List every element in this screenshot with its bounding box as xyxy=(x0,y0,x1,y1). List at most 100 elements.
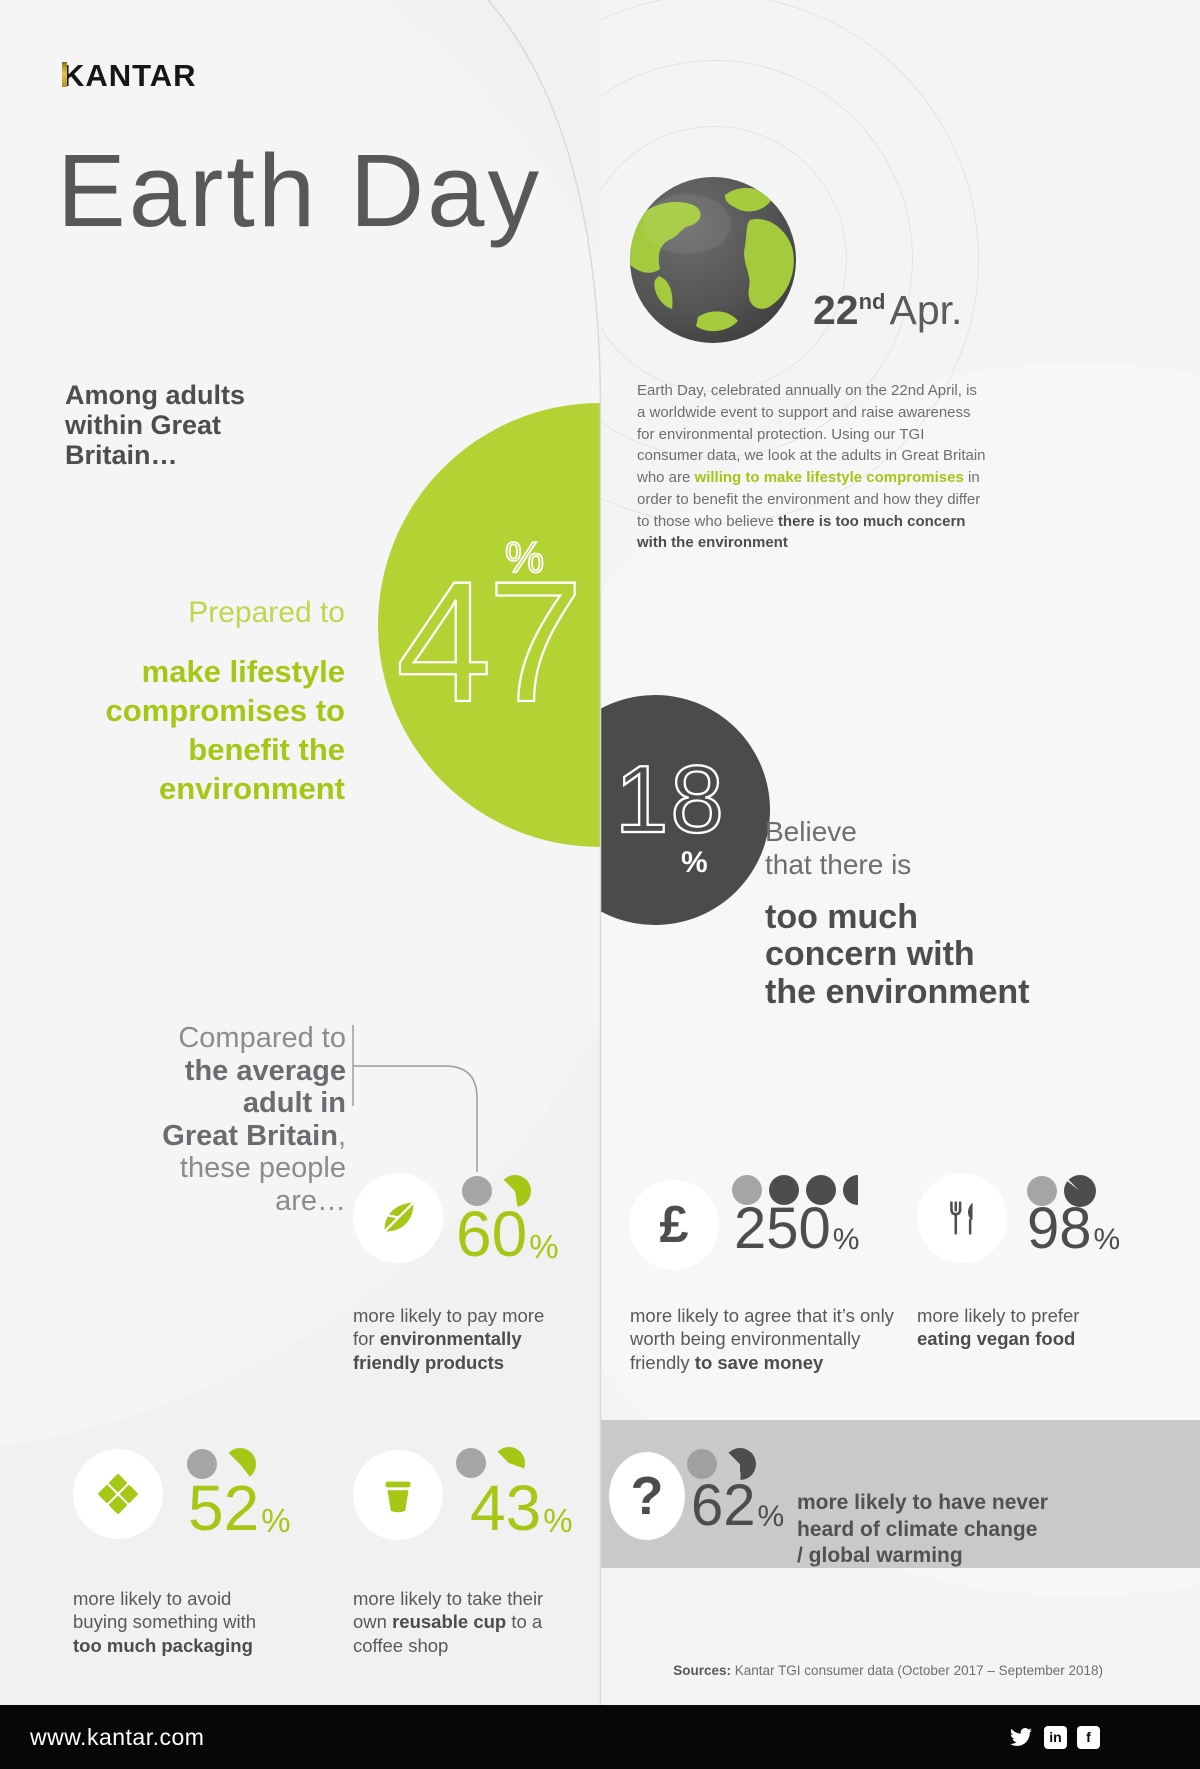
stat-98-number: 98% xyxy=(1027,1196,1121,1261)
sources-note: Sources: Kantar TGI consumer data (Octob… xyxy=(673,1663,1103,1678)
leaf-icon xyxy=(383,1201,415,1233)
stat-62-ratio-dots xyxy=(687,1448,756,1480)
intro-pre: Earth Day, celebrated annually on the 22… xyxy=(637,382,986,486)
stat-47-label-bold: make lifestyle compromises to benefit th… xyxy=(105,654,345,807)
compared-light-2: , these people are… xyxy=(179,1119,346,1217)
footer-bar: www.kantar.com in f xyxy=(0,1705,1200,1769)
stat-250-icon-circle: £ xyxy=(629,1180,719,1270)
stat-250-text-pre: more likely to agree that it’s only wort… xyxy=(630,1304,894,1374)
stat-62-icon-circle: ? xyxy=(609,1452,685,1540)
stat-62-percent: % xyxy=(757,1499,785,1533)
among-adults-heading: Among adults within Great Britain… xyxy=(65,380,245,471)
intro-green-highlight: willing to make lifestyle compromises xyxy=(694,469,964,486)
stat-98-text-pre: more likely to prefer xyxy=(917,1304,1080,1326)
stat-250-text: more likely to agree that it’s only wort… xyxy=(630,1280,940,1375)
kantar-logo-text: KANTAR xyxy=(62,58,197,93)
stat-43-text-bold: reusable cup xyxy=(392,1611,507,1633)
date-day: 22 xyxy=(813,287,859,333)
stat-18-label-light: Believe that there is xyxy=(765,816,912,881)
stat-52-icon-circle xyxy=(73,1449,163,1539)
stat-52-text-bold: too much packaging xyxy=(73,1635,253,1657)
stat-47-label-light: Prepared to xyxy=(188,596,345,630)
stat-60-value: 60 xyxy=(456,1198,528,1270)
compared-heading: Compared to the average adult in Great B… xyxy=(40,990,346,1217)
stat-43-icon-circle xyxy=(353,1450,443,1540)
intro-mid: in order to benefit the environment and … xyxy=(637,469,981,530)
stat-62-text-bold: more likely to have never heard of clima… xyxy=(797,1491,1048,1567)
kantar-logo: KANTAR xyxy=(62,58,197,94)
stat-60-text: more likely to pay more for environmenta… xyxy=(353,1280,593,1375)
stat-43-value: 43 xyxy=(470,1472,542,1544)
stat-98-percent: % xyxy=(1093,1222,1121,1256)
linkedin-icon[interactable]: in xyxy=(1044,1725,1067,1749)
earth-globe-icon xyxy=(630,177,796,343)
stat-62-text: more likely to have never heard of clima… xyxy=(797,1464,1107,1569)
right-panel: 22 nd Apr. Earth Day, celebrated annuall… xyxy=(601,0,1200,1705)
stat-43-percent: % xyxy=(543,1502,573,1540)
stat-47-label: Prepared to make lifestyle compromises t… xyxy=(40,574,345,808)
stat-18-label: Believe that there is too much concern w… xyxy=(765,797,1095,1011)
full-dot xyxy=(769,1175,799,1205)
stat-60-number: 60% xyxy=(456,1198,559,1270)
compared-light-1: Compared to xyxy=(178,1022,346,1055)
stat-52-text: more likely to avoid buying something wi… xyxy=(73,1563,318,1658)
stat-250-ratio-dots xyxy=(732,1175,858,1205)
intro-bold-highlight: there is too much concern with the envir… xyxy=(637,512,966,552)
average-dot xyxy=(687,1449,717,1479)
ratio-pie xyxy=(724,1448,756,1480)
stat-62-number: 62% xyxy=(691,1473,785,1538)
stat-98-value: 98 xyxy=(1027,1196,1092,1261)
intro-paragraph: Earth Day, celebrated annually on the 22… xyxy=(637,380,989,554)
question-mark-icon: ? xyxy=(630,1466,664,1526)
half-dot xyxy=(843,1175,858,1205)
full-dot xyxy=(806,1175,836,1205)
stat-47-percent: % xyxy=(504,533,545,582)
stat-250-value: 250 xyxy=(734,1196,831,1261)
ratio-pie xyxy=(1064,1175,1096,1207)
stat-98-text: more likely to prefer eating vegan food xyxy=(917,1280,1177,1351)
stat-60-percent: % xyxy=(529,1228,559,1266)
average-dot xyxy=(187,1449,217,1479)
stat-18-percent: % xyxy=(681,846,708,879)
climate-change-band: ? 62% more likely to have never heard of… xyxy=(601,1420,1200,1568)
compared-bold: the average adult in Great Britain xyxy=(162,1054,346,1152)
stat-43-number: 43% xyxy=(470,1472,573,1544)
stat-60-icon-circle xyxy=(353,1173,443,1263)
kantar-logo-gold-bar xyxy=(62,62,67,87)
stat-98-text-bold: eating vegan food xyxy=(917,1328,1076,1350)
stat-60-text-bold: environmentally friendly products xyxy=(353,1328,522,1374)
twitter-icon[interactable] xyxy=(1008,1726,1034,1748)
stat-52-number: 52% xyxy=(188,1472,291,1544)
sources-text: Kantar TGI consumer data (October 2017 –… xyxy=(731,1663,1103,1678)
facebook-icon[interactable]: f xyxy=(1077,1725,1100,1749)
stat-98-ratio-dots xyxy=(1027,1175,1096,1207)
stat-47-value: 47 xyxy=(395,546,585,738)
stat-250-percent: % xyxy=(832,1222,860,1256)
stat-52-text-pre: more likely to avoid buying something wi… xyxy=(73,1587,257,1633)
sources-label: Sources: xyxy=(673,1663,732,1678)
stat-43-text: more likely to take their own reusable c… xyxy=(353,1563,598,1658)
package-icon xyxy=(98,1474,138,1514)
earth-day-date: 22 nd Apr. xyxy=(813,290,962,331)
date-month: Apr. xyxy=(889,287,963,333)
stat-52-value: 52 xyxy=(188,1472,260,1544)
average-dot xyxy=(456,1448,486,1478)
left-column: KANTAR Earth Day Among adults within Gre… xyxy=(0,0,600,1705)
stat-62-value: 62 xyxy=(691,1473,756,1538)
date-ordinal: nd xyxy=(858,289,886,314)
stat-250-number: 250% xyxy=(734,1196,860,1261)
page-title: Earth Day xyxy=(57,133,542,248)
stat-18-label-bold: too much concern with the environment xyxy=(765,898,1030,1011)
pound-icon: £ xyxy=(659,1196,689,1254)
stat-52-percent: % xyxy=(261,1502,291,1540)
stat-52-ratio-dots xyxy=(187,1448,256,1480)
stat-98-icon-circle xyxy=(917,1173,1007,1263)
reusable-cup-icon xyxy=(385,1481,411,1513)
average-dot xyxy=(732,1175,762,1205)
average-dot xyxy=(1027,1176,1057,1206)
website-link[interactable]: www.kantar.com xyxy=(30,1723,205,1750)
cutlery-icon xyxy=(950,1201,973,1235)
social-icons: in f xyxy=(1008,1705,1100,1769)
average-dot xyxy=(462,1176,492,1206)
